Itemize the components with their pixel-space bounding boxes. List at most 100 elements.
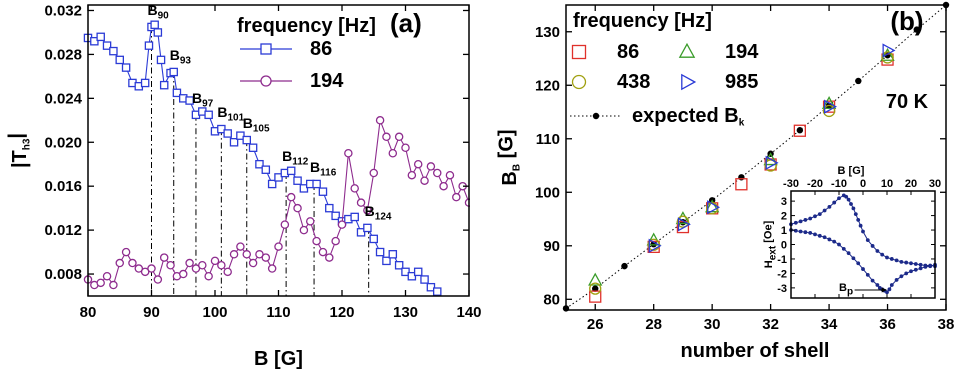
data-point-194 xyxy=(121,247,131,257)
data-point-86 xyxy=(223,129,232,138)
inset-point xyxy=(827,237,832,242)
data-point-86 xyxy=(102,41,112,50)
data-point-86 xyxy=(382,256,391,266)
data-point-86 xyxy=(172,88,182,98)
inset-point xyxy=(808,216,813,221)
inset-point xyxy=(803,218,808,222)
annotation-label: B112 xyxy=(282,148,309,168)
x-tick-label: 80 xyxy=(80,304,97,321)
data-point-86 xyxy=(150,20,159,30)
x-tick-label: 100 xyxy=(202,304,227,321)
data-point-86 xyxy=(413,267,423,277)
data-point-194 xyxy=(223,267,232,277)
inset-point xyxy=(875,283,880,287)
data-point-86 xyxy=(375,247,385,257)
data-point-86 xyxy=(426,282,436,292)
data-point-194 xyxy=(255,250,264,259)
data-point-194 xyxy=(159,253,169,262)
inset-y-tick-label: 3 xyxy=(781,196,787,208)
data-point-194 xyxy=(128,258,137,268)
inset-point xyxy=(808,231,813,235)
inset-y-tick-label: -2 xyxy=(777,268,787,280)
inset-point xyxy=(798,219,803,224)
data-point-86 xyxy=(299,184,309,193)
data-point-86 xyxy=(115,55,125,65)
inset-point xyxy=(865,238,870,243)
data-point-194 xyxy=(420,176,429,185)
data-point-985 xyxy=(677,217,691,232)
data-point-194 xyxy=(261,253,271,262)
inset-point xyxy=(837,196,841,201)
inset-point xyxy=(861,229,865,234)
data-point-86 xyxy=(204,110,213,120)
inset-point xyxy=(894,258,899,263)
inset-point xyxy=(875,249,880,253)
data-point-86 xyxy=(325,203,334,213)
inset-point xyxy=(853,212,858,217)
inset-point xyxy=(817,212,822,217)
annotation-label: B105 xyxy=(243,115,270,135)
data-point-86 xyxy=(432,287,442,296)
data-point-194 xyxy=(248,258,258,268)
y-tick-label: 90 xyxy=(543,238,560,255)
inset-x-tick-label: -10 xyxy=(831,178,847,190)
inset-point xyxy=(913,267,918,272)
data-point-194 xyxy=(115,258,125,268)
data-point-86 xyxy=(261,165,271,174)
data-point-86 xyxy=(394,261,404,270)
inset-background xyxy=(791,191,935,298)
inset-y-tick-label: -3 xyxy=(777,283,787,295)
data-point-985 xyxy=(648,238,662,253)
inset-point xyxy=(841,246,846,251)
inset-line xyxy=(790,229,936,293)
data-point-86 xyxy=(401,267,410,277)
data-point-194 xyxy=(217,261,226,270)
data-point-194 xyxy=(646,232,661,246)
inset-x-tick-label: -20 xyxy=(807,178,823,190)
inset-point xyxy=(918,262,923,267)
inset-point xyxy=(861,267,865,271)
data-point-194 xyxy=(369,168,378,178)
data-point-194 xyxy=(267,264,277,273)
inset-point xyxy=(913,262,918,266)
legend-label: 86 xyxy=(310,38,332,60)
y-tick-label: 0.032 xyxy=(44,2,82,19)
inset-point xyxy=(899,259,904,264)
y-axis-title: |Th3| xyxy=(6,133,33,168)
legend-label: 985 xyxy=(725,71,758,93)
inset-point xyxy=(856,261,861,266)
data-point-194 xyxy=(388,148,398,158)
data-point-194 xyxy=(198,261,207,270)
data-point-86 xyxy=(676,220,690,234)
plot-frame xyxy=(565,4,947,311)
x-tick-label: 32 xyxy=(762,316,779,333)
data-point-86 xyxy=(274,173,283,182)
legend-label: 194 xyxy=(725,41,759,63)
y-tick-label: 0.008 xyxy=(44,266,82,283)
data-point-86 xyxy=(153,28,163,37)
y-tick-label: 0.020 xyxy=(44,134,82,151)
inset-point xyxy=(813,232,817,237)
data-point-194 xyxy=(382,132,391,142)
annotation-label: B93 xyxy=(170,47,192,67)
data-point-194 xyxy=(140,267,150,277)
inset-point xyxy=(793,220,798,225)
inset-y-axis-title: Hext [Oe] xyxy=(763,220,779,268)
inset-annotation-label: Bp xyxy=(839,282,853,298)
legend-marker xyxy=(260,43,272,55)
inset-point xyxy=(822,235,827,240)
data-point-194 xyxy=(236,242,245,251)
data-point-86 xyxy=(255,159,264,169)
series-line-194 xyxy=(87,120,470,287)
data-point-985 xyxy=(882,43,896,58)
y-tick-label: 110 xyxy=(536,131,560,148)
x-axis-title: B [G] xyxy=(254,348,303,370)
inset-y-tick-label: -1 xyxy=(777,254,787,266)
x-axis-title: number of shell xyxy=(681,340,830,362)
inset-point xyxy=(904,260,909,265)
data-point-194 xyxy=(305,217,315,226)
expected-point xyxy=(855,77,862,85)
data-point-194 xyxy=(337,220,347,229)
x-tick-label: 26 xyxy=(587,316,604,333)
